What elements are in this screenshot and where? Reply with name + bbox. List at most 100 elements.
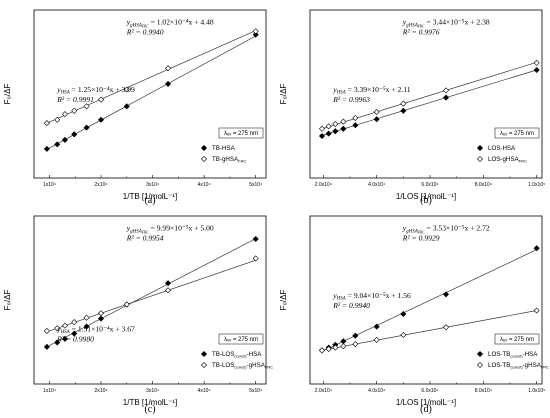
data-point [325,130,332,137]
data-point [54,141,61,148]
y-axis-label: F₀/ΔF [3,290,12,311]
chart-panel-b: 2.0x10⁴ 4.0x10⁴ 6.0x10⁴ 8.0x10⁴ 1.0x10⁵ 1/LOS… [279,9,545,206]
data-point [318,125,326,132]
x-tick-label: 4x10⁴ [198,182,211,188]
data-point [83,323,90,330]
data-point [340,338,347,345]
data-point [123,103,130,110]
data-point [165,80,172,87]
wavelength-label: λₑₓ = 275 nm [224,337,258,343]
x-tick-label: 8.0x10⁴ [475,182,492,188]
fit-line-1 [321,69,537,136]
data-point [83,124,90,131]
data-point [400,107,407,114]
wavelength-label: λₑₓ = 275 nm [500,337,534,343]
data-point [352,114,359,122]
data-point [352,341,359,348]
x-tick-label: 1x10⁴ [43,388,56,394]
data-point [373,108,380,116]
x-axis-label: 1/TB [1/molL⁻¹] [123,192,177,201]
data-point [54,325,61,332]
legend-entry: LOS-TB(const)-gHSAFRC [488,362,549,370]
legend-marker [200,361,208,369]
x-tick-label: 6.0x10⁴ [421,182,438,188]
r-squared: R² = 0.9963 [332,95,370,104]
regression-equation: yHSA = 9.04×10⁻⁵x + 1.56 [332,291,411,302]
r-squared: R² = 0.9980 [56,335,94,344]
x-tick-label: 1x10⁴ [43,182,56,188]
wavelength-label: λₑₓ = 275 nm [224,131,258,137]
y-axis-label: F₀/ΔF [3,84,12,105]
legend-entry: TB-LOS(const)-HSA [212,351,262,359]
legend-marker [200,350,208,358]
regression-equation: ygHSAFRC = 3.53×10⁻⁵x + 2.72 [402,224,490,235]
data-point [533,66,540,74]
data-point [43,120,50,127]
data-point [71,330,78,337]
data-point [442,94,450,101]
data-point [318,347,326,354]
r-squared: R² = 0.9991 [56,95,94,104]
data-point [97,116,105,123]
data-point [442,291,450,298]
data-point [400,310,407,318]
data-point [352,332,359,339]
x-tick-label: 4x10⁴ [198,388,211,394]
r-squared: R² = 0.9940 [126,28,164,37]
r-squared: R² = 0.9976 [402,28,440,37]
data-point [165,280,172,287]
x-tick-label: 1.0x10⁵ [528,182,545,188]
data-point [123,86,130,93]
legend-marker [200,144,208,152]
panel-caption: (b) [420,195,432,206]
x-tick-label: 4.0x10⁴ [368,388,385,394]
data-point [71,131,78,138]
data-point [400,100,407,107]
data-point [325,123,332,130]
x-axis-label: 1/LOS [1/molL⁻¹] [396,398,456,407]
x-tick-label: 5x10⁴ [249,182,262,188]
data-point [252,235,259,243]
fit-line-1 [46,35,256,150]
wavelength-box [218,333,264,345]
legend-entry: TB-HSA [212,145,236,152]
panel-caption: (c) [144,404,155,415]
data-point [97,96,105,103]
wavelength-box [494,333,540,345]
legend-entry: LOS-HSA [488,145,516,152]
x-tick-label: 6.0x10⁴ [421,388,438,394]
x-tick-label: 2x10⁴ [95,388,108,394]
wavelength-box [218,127,264,139]
data-point [61,322,68,329]
x-tick-label: 2x10⁴ [95,182,108,188]
data-point [340,125,347,132]
plot-frame [33,215,267,385]
plot-frame [309,215,543,385]
legend-marker [476,144,484,152]
data-point [165,65,172,72]
plot-frame [309,9,543,179]
data-point [123,301,130,308]
data-point [373,336,380,343]
fit-line-1 [46,238,256,348]
x-tick-label: 4.0x10⁴ [368,182,385,188]
x-tick-label: 1.0x10⁵ [528,388,545,394]
r-squared: R² = 0.9940 [332,301,370,310]
data-point [252,31,259,38]
x-tick-label: 3x10⁴ [146,182,159,188]
panel-caption: (a) [144,195,155,206]
data-point [533,245,540,252]
data-point [332,344,339,351]
chart-panel-a: 1x10⁴ 2x10⁴ 3x10⁴ 4x10⁴ 5x10⁴ 1/TB [1/molL⁻¹]… [3,9,267,206]
regression-equation: yHSA = 1.25×10⁻⁴x + 3.09 [56,85,135,96]
data-point [373,323,380,330]
data-point [71,107,78,114]
chart-panel-c: 1x10⁴ 2x10⁴ 3x10⁴ 4x10⁴ 5x10⁴ 1/TB [1/molL⁻¹]… [3,215,273,415]
x-tick-label: 2.0x10⁴ [315,388,332,394]
data-point [83,314,90,321]
data-point [54,339,61,346]
data-point [325,345,332,353]
data-point [54,116,61,123]
panel-caption: (d) [420,404,432,415]
